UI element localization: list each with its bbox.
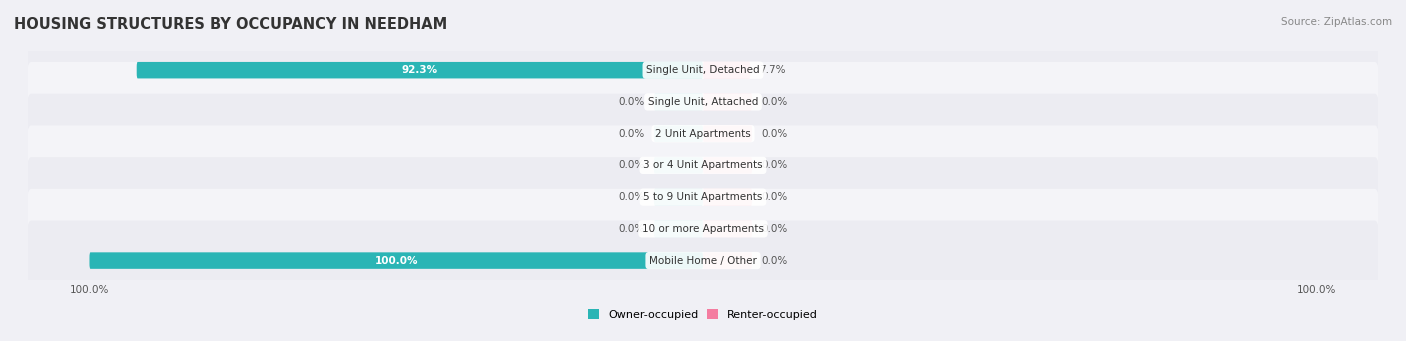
FancyBboxPatch shape: [703, 125, 752, 142]
FancyBboxPatch shape: [27, 94, 1379, 174]
FancyBboxPatch shape: [654, 189, 703, 205]
FancyBboxPatch shape: [703, 94, 752, 110]
Text: 100.0%: 100.0%: [374, 256, 418, 266]
FancyBboxPatch shape: [27, 221, 1379, 300]
FancyBboxPatch shape: [654, 94, 703, 110]
Text: 0.0%: 0.0%: [761, 224, 787, 234]
Text: 10 or more Apartments: 10 or more Apartments: [643, 224, 763, 234]
FancyBboxPatch shape: [654, 221, 703, 237]
Legend: Owner-occupied, Renter-occupied: Owner-occupied, Renter-occupied: [583, 305, 823, 324]
Text: 0.0%: 0.0%: [619, 129, 645, 139]
Text: 0.0%: 0.0%: [761, 192, 787, 202]
FancyBboxPatch shape: [703, 62, 751, 78]
FancyBboxPatch shape: [703, 221, 752, 237]
FancyBboxPatch shape: [654, 125, 703, 142]
Text: 0.0%: 0.0%: [761, 160, 787, 170]
Text: 0.0%: 0.0%: [761, 256, 787, 266]
FancyBboxPatch shape: [27, 189, 1379, 269]
Text: 0.0%: 0.0%: [619, 97, 645, 107]
Text: Single Unit, Attached: Single Unit, Attached: [648, 97, 758, 107]
Text: 2 Unit Apartments: 2 Unit Apartments: [655, 129, 751, 139]
FancyBboxPatch shape: [703, 157, 752, 174]
Text: 0.0%: 0.0%: [619, 192, 645, 202]
FancyBboxPatch shape: [654, 157, 703, 174]
Text: Source: ZipAtlas.com: Source: ZipAtlas.com: [1281, 17, 1392, 27]
FancyBboxPatch shape: [703, 252, 752, 269]
FancyBboxPatch shape: [27, 125, 1379, 205]
Text: 3 or 4 Unit Apartments: 3 or 4 Unit Apartments: [643, 160, 763, 170]
Text: 0.0%: 0.0%: [619, 224, 645, 234]
Text: 7.7%: 7.7%: [759, 65, 786, 75]
Text: 92.3%: 92.3%: [402, 65, 437, 75]
Text: HOUSING STRUCTURES BY OCCUPANCY IN NEEDHAM: HOUSING STRUCTURES BY OCCUPANCY IN NEEDH…: [14, 17, 447, 32]
Text: 0.0%: 0.0%: [619, 160, 645, 170]
FancyBboxPatch shape: [27, 157, 1379, 237]
Text: Mobile Home / Other: Mobile Home / Other: [650, 256, 756, 266]
Text: 0.0%: 0.0%: [761, 129, 787, 139]
Text: Single Unit, Detached: Single Unit, Detached: [647, 65, 759, 75]
FancyBboxPatch shape: [136, 62, 703, 78]
FancyBboxPatch shape: [703, 189, 752, 205]
Text: 0.0%: 0.0%: [761, 97, 787, 107]
FancyBboxPatch shape: [27, 62, 1379, 142]
FancyBboxPatch shape: [90, 252, 703, 269]
FancyBboxPatch shape: [27, 30, 1379, 110]
Text: 5 to 9 Unit Apartments: 5 to 9 Unit Apartments: [644, 192, 762, 202]
